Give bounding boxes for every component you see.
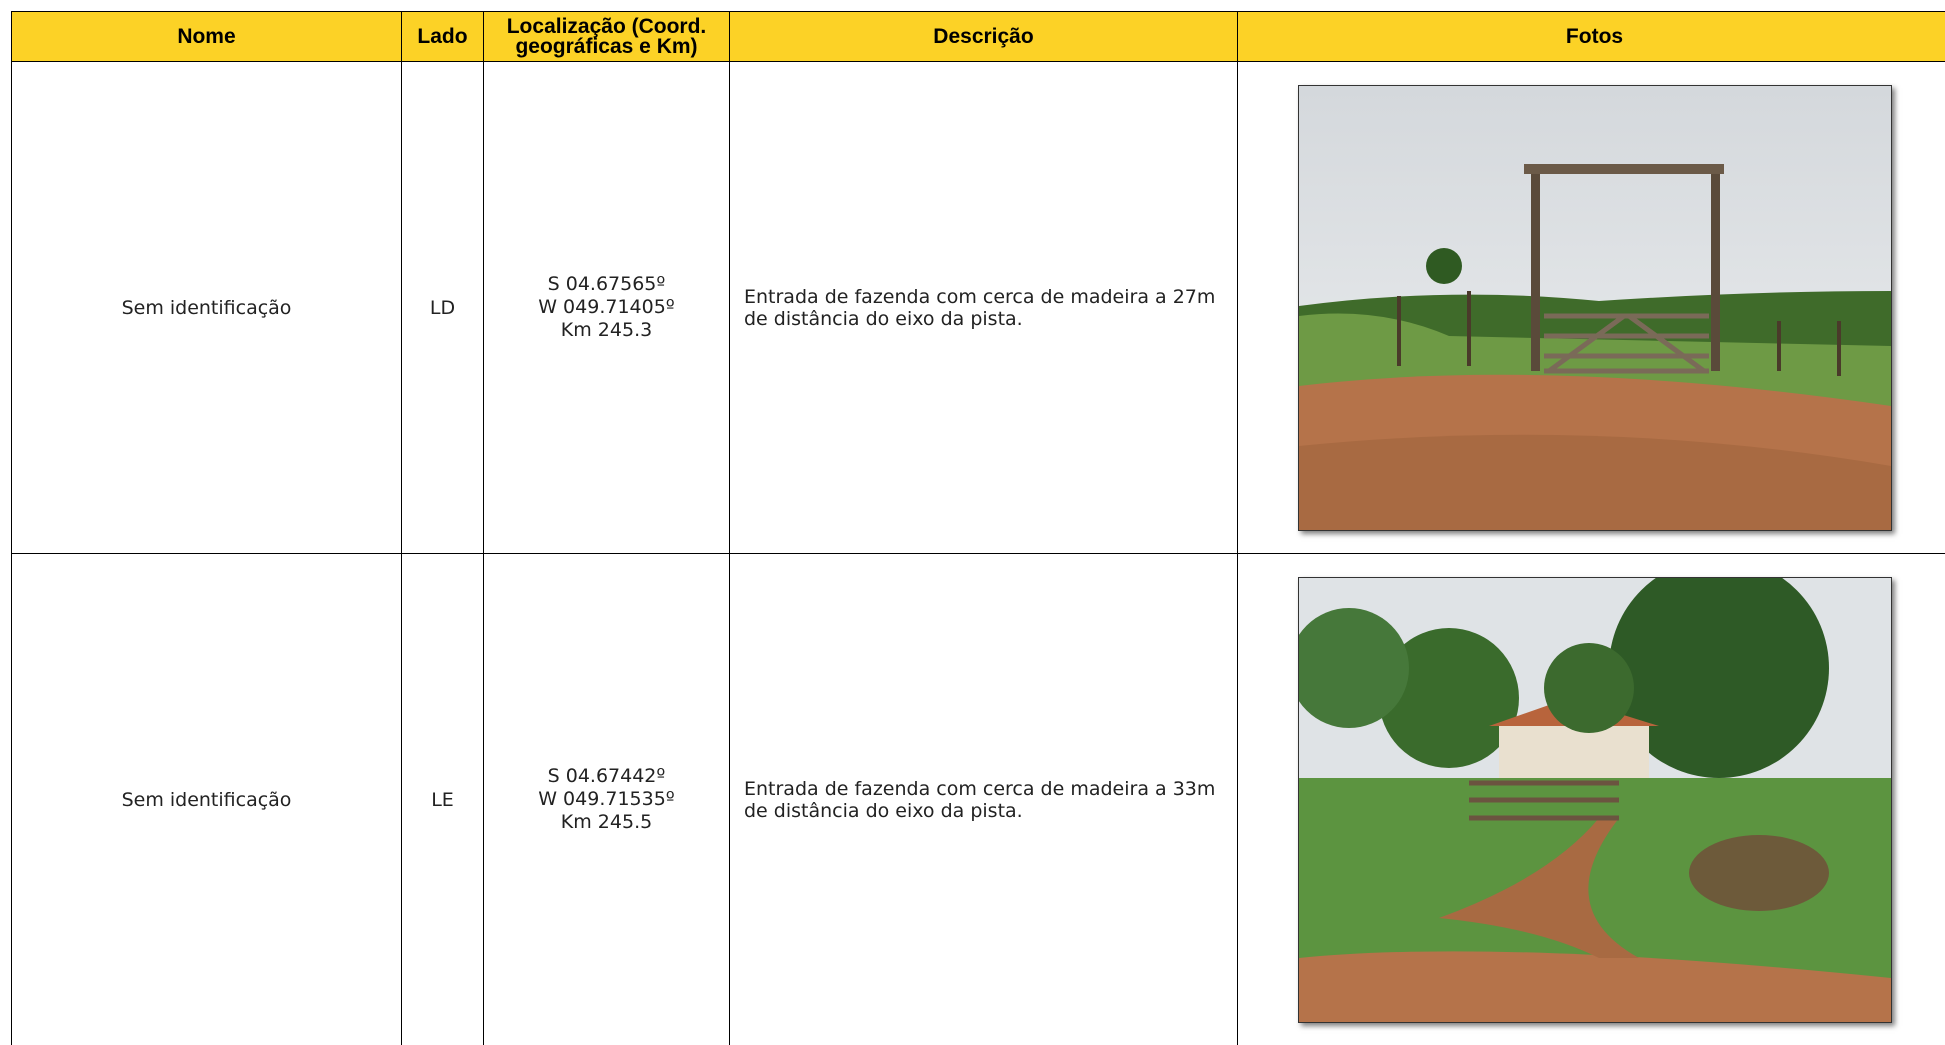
row: Sem identificação LD S 04.67565º W 049.71… — [11, 61, 1945, 554]
localizacao: S 04.67442º W 049.71535º Km 245.5 — [483, 553, 730, 1045]
header-cell: Lado — [401, 11, 484, 62]
photo — [1297, 576, 1892, 1023]
loc-line: Km 245.5 — [560, 811, 653, 833]
table: Nome Lado Localização (Coord. geográfica… — [11, 11, 1945, 1045]
foto — [1237, 553, 1945, 1045]
header-row: Nome Lado Localização (Coord. geográfica… — [11, 11, 1945, 62]
lado: LE — [401, 553, 484, 1045]
localizacao: S 04.67565º W 049.71405º Km 245.3 — [483, 61, 730, 554]
descricao: Entrada de fazenda com cerca de madeira … — [729, 553, 1238, 1045]
header-cell: Nome — [11, 11, 402, 62]
loc-line: W 049.71535º — [538, 788, 675, 810]
loc-line: Km 245.3 — [560, 319, 653, 341]
nome: Sem identificação — [11, 61, 402, 554]
header-cell: Localização (Coord. geográficas e Km) — [483, 11, 730, 62]
row: Sem identificação LE S 04.67442º W 049.71… — [11, 553, 1945, 1045]
loc-line: W 049.71405º — [538, 296, 675, 318]
photo — [1297, 84, 1892, 531]
header-cell: Descrição — [729, 11, 1238, 62]
loc-line: S 04.67565º — [547, 273, 666, 295]
lado: LD — [401, 61, 484, 554]
header-cell: Fotos — [1237, 11, 1945, 62]
foto — [1237, 61, 1945, 554]
nome: Sem identificação — [11, 553, 402, 1045]
loc-line: S 04.67442º — [547, 765, 666, 787]
descricao: Entrada de fazenda com cerca de madeira … — [729, 61, 1238, 554]
